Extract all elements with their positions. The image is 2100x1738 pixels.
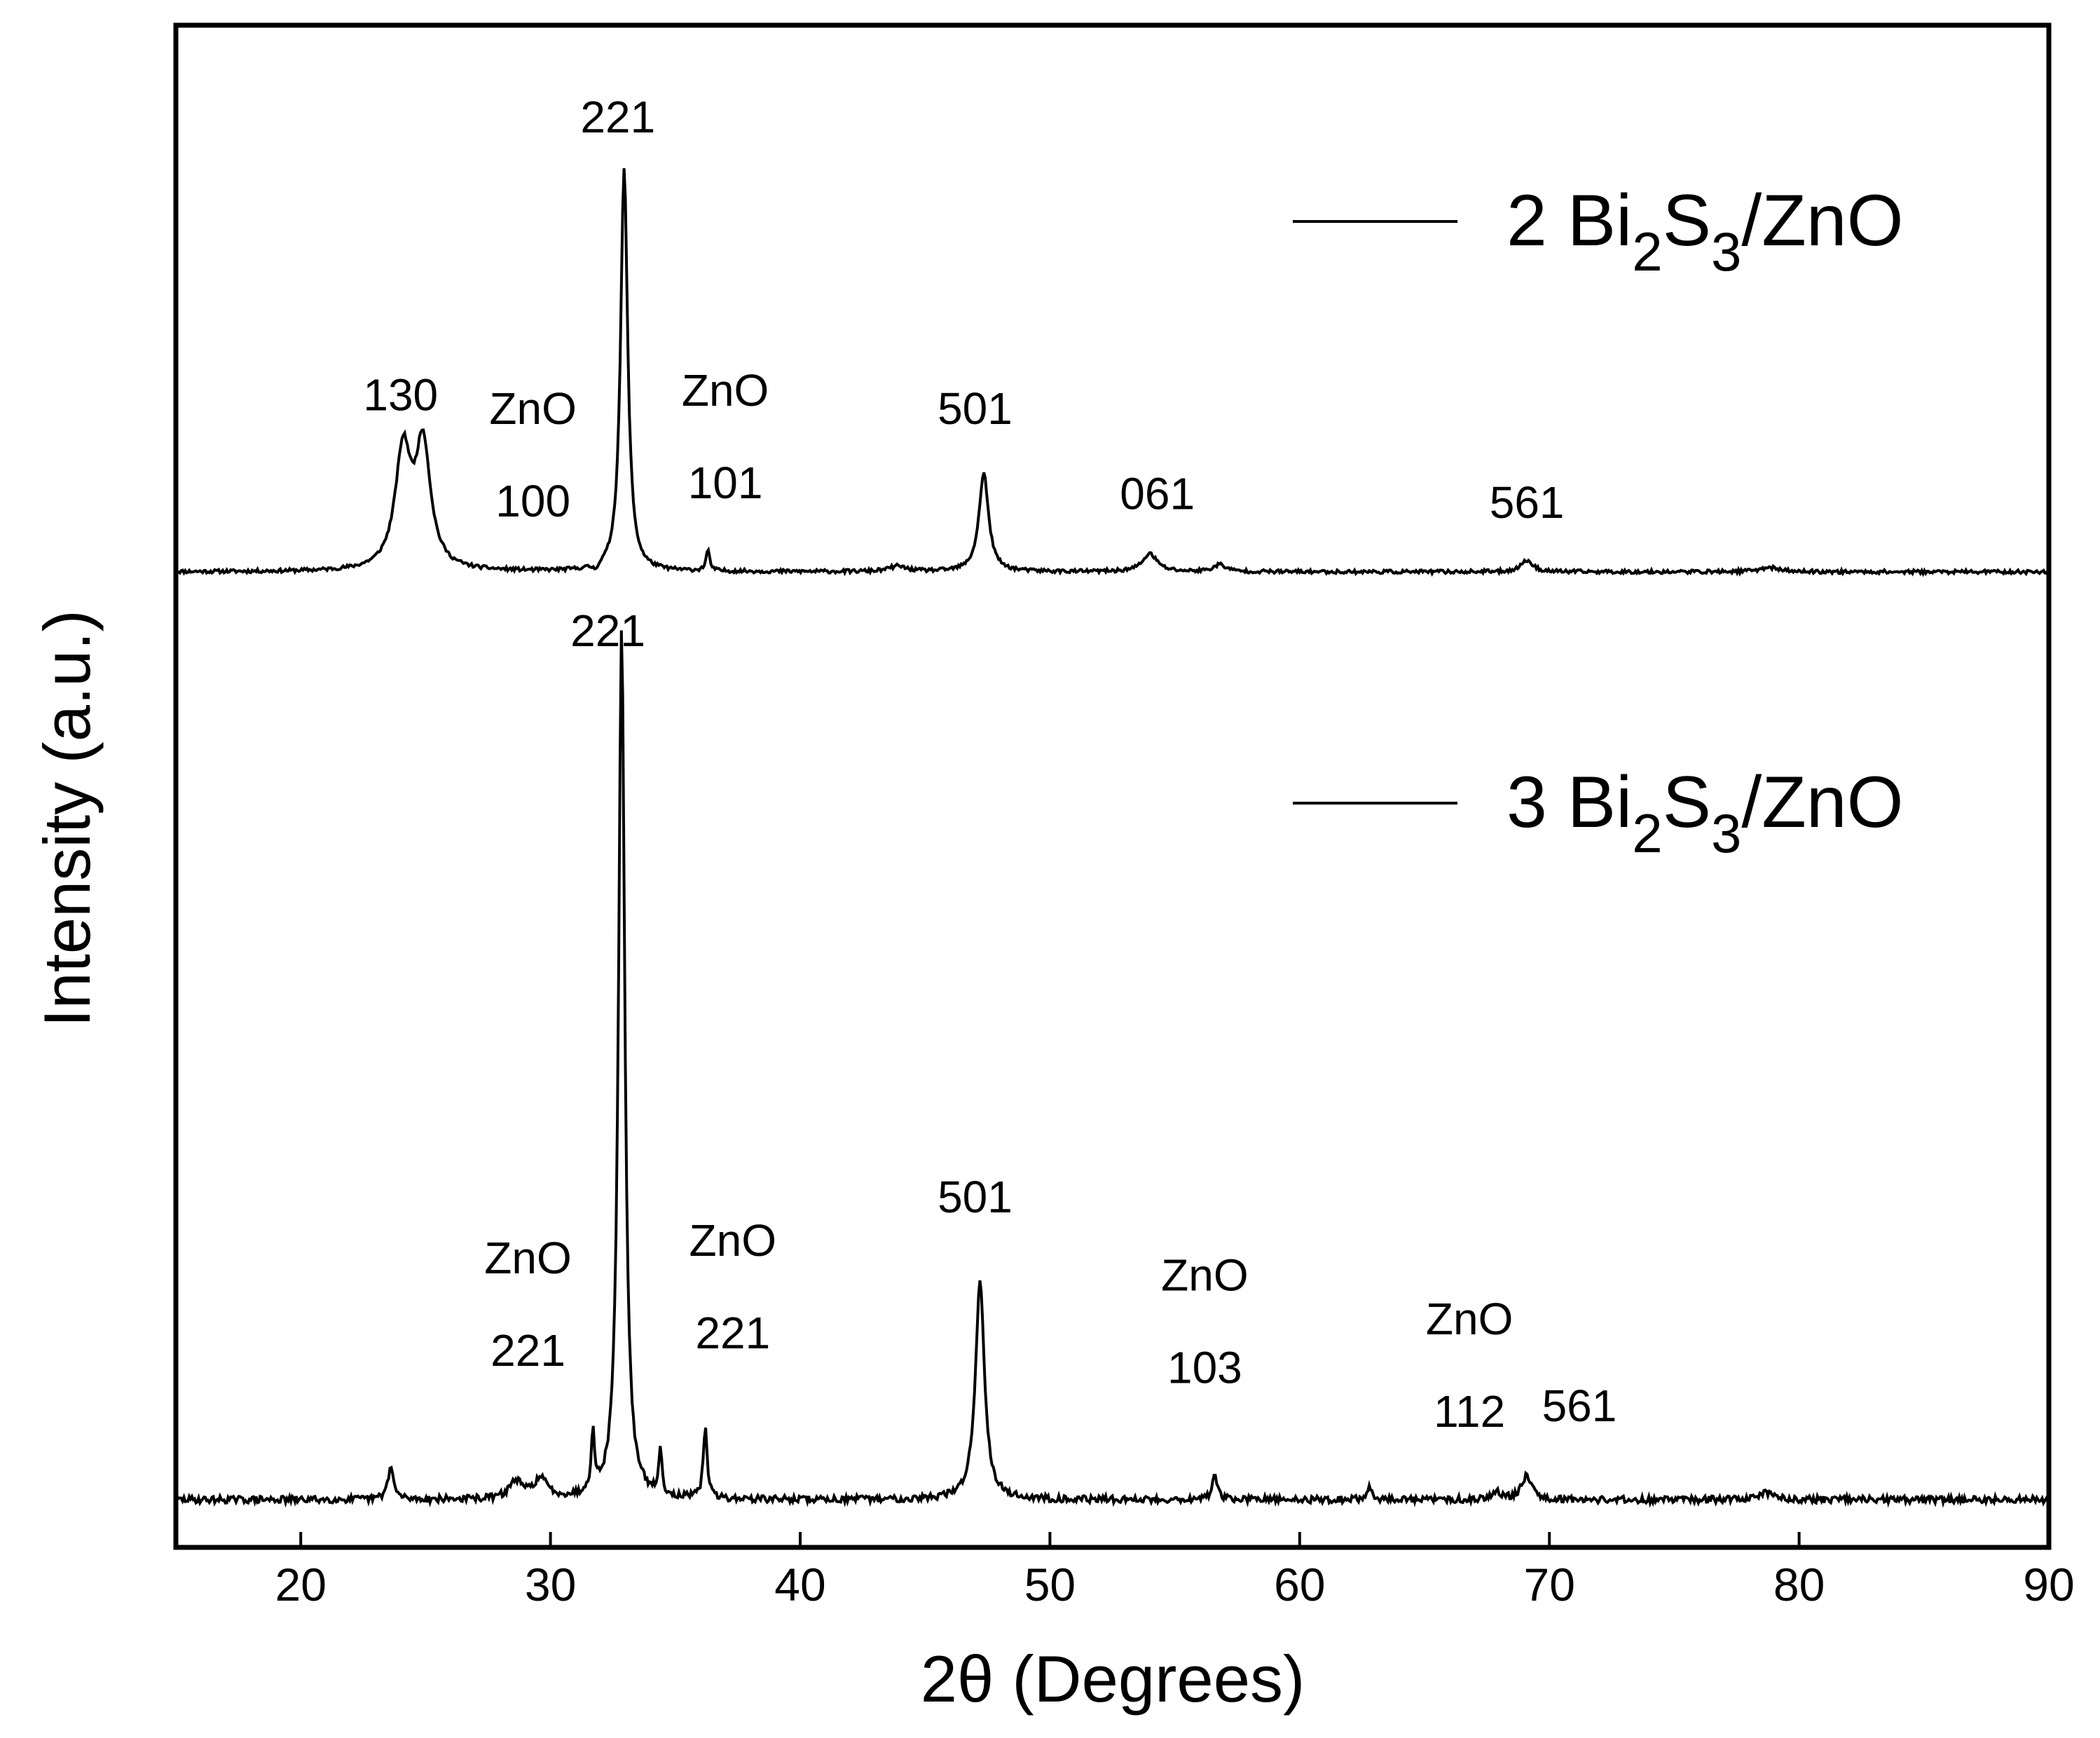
x-tick-label: 30 [525,1559,576,1610]
peak-label: 221 [580,92,655,142]
peak-label: 561 [1542,1381,1617,1431]
peak-label: ZnO [689,1215,776,1266]
peak-label: 130 [363,370,438,420]
y-axis-title: Intensity (a.u.) [30,610,104,1027]
peak-label: 501 [938,1172,1013,1222]
peak-label: 112 [1434,1386,1505,1437]
x-tick-label: 90 [2023,1559,2074,1610]
peak-label: ZnO [484,1233,571,1283]
series-line-2 [174,630,2050,1508]
peak-label: 221 [490,1325,565,1376]
x-tick-label: 20 [275,1559,326,1610]
x-axis-title: 2θ (Degrees) [921,1642,1305,1716]
x-tick-label: 80 [1773,1559,1825,1610]
peak-label: 100 [495,476,570,526]
x-tick-label: 60 [1274,1559,1325,1610]
legend-entry-1: 2 Bi2S3/ZnO [1293,180,1904,282]
x-tick-label: 40 [774,1559,825,1610]
legend-label: 2 Bi2S3/ZnO [1507,180,1904,282]
peak-label: ZnO [1161,1250,1248,1301]
x-axis-ticks: 20 30 40 50 60 70 80 90 [275,1532,2075,1610]
x-tick-label: 70 [1523,1559,1574,1610]
x-tick-label: 50 [1024,1559,1076,1610]
peak-label: ZnO [489,383,576,434]
peak-label: 061 [1120,468,1195,519]
peak-label: 221 [570,605,645,656]
plot-frame [173,22,2052,1550]
peak-label: 501 [938,383,1013,434]
peak-label: 221 [695,1308,770,1358]
traces [174,168,2050,1508]
legend-entry-2: 3 Bi2S3/ZnO [1293,762,1904,864]
peak-annotations: 130 ZnO 100 221 ZnO 101 501 061 561 ZnO 221 221 ZnO 2… [363,92,1617,1437]
peak-label: 561 [1490,477,1565,528]
peak-label: 101 [688,458,763,508]
legend: 2 Bi2S3/ZnO 3 Bi2S3/ZnO [1293,180,1904,864]
series-line-1 [175,168,2050,577]
peak-label: ZnO [1426,1294,1513,1344]
peak-label: 103 [1167,1343,1242,1393]
peak-label: ZnO [682,365,769,416]
legend-label: 3 Bi2S3/ZnO [1507,762,1904,864]
